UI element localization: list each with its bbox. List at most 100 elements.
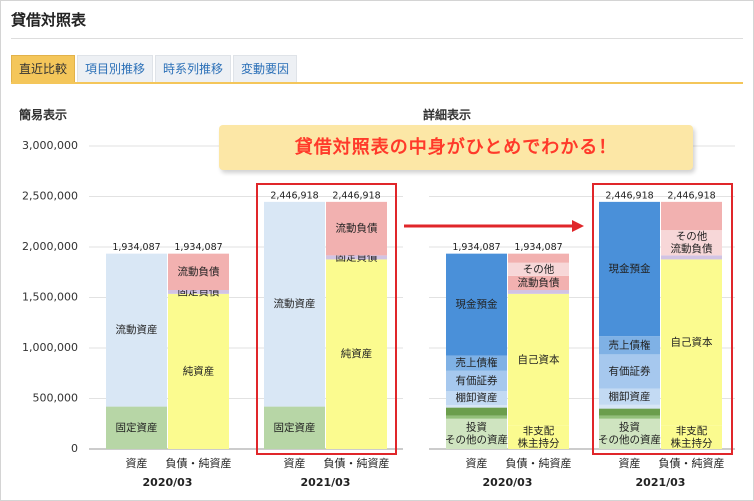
bar-total-label: 1,934,087 <box>452 242 500 253</box>
segment-label: 現金預金 <box>609 262 651 275</box>
bar-segment <box>508 293 569 426</box>
period-label: 2020/03 <box>483 476 533 489</box>
bar-segment <box>446 405 507 408</box>
bar-total-label: 1,934,087 <box>514 242 562 253</box>
bar-total-label: 2,446,918 <box>605 190 653 201</box>
segment-label: 流動負債 <box>178 265 220 278</box>
x-category-label: 負債・純資産 <box>659 456 725 470</box>
bar-total-label: 2,446,918 <box>667 190 715 201</box>
segment-label: 固定資産 <box>116 421 158 434</box>
bar-segment <box>168 293 229 449</box>
period-label: 2021/03 <box>636 476 686 489</box>
title-divider <box>11 38 743 39</box>
highlight-box <box>256 183 397 455</box>
y-tick-label: 1,500,000 <box>22 291 78 304</box>
bar-segment <box>326 259 387 449</box>
bar-segment <box>508 290 569 294</box>
bar-segment <box>446 391 507 406</box>
segment-label: 自己資本 <box>518 353 560 366</box>
bar-segment <box>446 418 507 449</box>
segment-label: その他の資産 <box>598 433 661 446</box>
segment-label: 流動負債 <box>671 242 713 255</box>
y-tick-label: 2,500,000 <box>22 190 78 203</box>
y-tick-label: 500,000 <box>33 392 79 405</box>
period-label: 2020/03 <box>143 476 193 489</box>
y-tick-label: 2,000,000 <box>22 240 78 253</box>
x-category-label: 資産 <box>126 457 148 470</box>
segment-label: 純資産 <box>183 364 215 377</box>
bar-segment <box>661 201 722 231</box>
segment-label: 固定資産 <box>274 421 316 434</box>
bar-segment <box>508 425 569 449</box>
segment-label: 売上債権 <box>456 356 498 369</box>
bar-segment <box>599 415 660 419</box>
callout-banner: 貸借対照表の中身がひとめでわかる！ <box>219 125 693 170</box>
bar-segment <box>106 253 167 407</box>
segment-label: 有価証券 <box>609 365 651 378</box>
segment-label: 自己資本 <box>671 336 713 349</box>
bar-segment <box>446 407 507 416</box>
bar-segment <box>599 404 660 409</box>
bar-segment <box>326 255 387 260</box>
bar-segment <box>446 355 507 371</box>
bar-segment <box>326 201 387 256</box>
bar-segment <box>599 418 660 449</box>
bar-segment <box>446 370 507 392</box>
arrow-head <box>572 220 584 232</box>
segment-label: 現金預金 <box>456 298 498 311</box>
segment-label: その他の資産 <box>445 433 508 446</box>
bar-segment <box>264 201 325 407</box>
segment-label: 有価証券 <box>456 374 498 387</box>
bar-segment <box>106 406 167 449</box>
bar-total-label: 1,934,087 <box>112 242 160 253</box>
y-tick-label: 3,000,000 <box>22 139 78 152</box>
bar-segment <box>264 406 325 449</box>
bar-segment <box>168 290 229 294</box>
segment-label: 流動負債 <box>336 222 378 235</box>
bar-segment <box>446 415 507 419</box>
tab-item-trend[interactable]: 項目別推移 <box>77 55 154 83</box>
segment-label: 流動負債 <box>518 276 560 289</box>
bar-segment <box>508 253 569 263</box>
tab-time-series[interactable]: 時系列推移 <box>155 55 232 83</box>
y-tick-label: 0 <box>71 442 78 455</box>
segment-label: 株主持分 <box>518 437 560 450</box>
page-title: 貸借対照表 <box>11 11 87 29</box>
y-tick-label: 1,000,000 <box>22 341 78 354</box>
tab-underline <box>11 82 743 84</box>
segment-label: 流動資産 <box>274 297 316 310</box>
bar-segment <box>599 388 660 405</box>
x-category-label: 負債・純資産 <box>324 456 390 470</box>
tab-recent-comparison[interactable]: 直近比較 <box>11 55 76 83</box>
period-label: 2021/03 <box>301 476 351 489</box>
bar-segment <box>599 336 660 355</box>
x-category-label: 資産 <box>466 457 488 470</box>
segment-label: 棚卸資産 <box>456 391 498 404</box>
bar-segment <box>661 425 722 449</box>
tab-change-factors[interactable]: 変動要因 <box>233 55 298 83</box>
segment-label: 株主持分 <box>671 437 713 450</box>
section-detail-title: 詳細表示 <box>423 108 472 122</box>
segment-label: 流動資産 <box>116 323 158 336</box>
x-category-label: 資産 <box>284 457 306 470</box>
x-category-label: 負債・純資産 <box>166 456 232 470</box>
bar-segment <box>599 354 660 389</box>
segment-label: 売上債権 <box>609 338 651 351</box>
section-simple-title: 簡易表示 <box>19 108 68 122</box>
bar-total-label: 1,934,087 <box>174 242 222 253</box>
bar-total-label: 2,446,918 <box>270 190 318 201</box>
bar-segment <box>446 253 507 356</box>
bar-segment <box>661 255 722 260</box>
x-category-label: 資産 <box>619 457 641 470</box>
segment-label: 投資 <box>466 421 487 434</box>
bar-segment <box>599 408 660 416</box>
bar-total-label: 2,446,918 <box>332 190 380 201</box>
segment-label: 非支配 <box>523 425 555 437</box>
segment-label: 投資 <box>619 421 640 434</box>
segment-label: 非支配 <box>676 425 708 437</box>
bar-segment <box>661 259 722 426</box>
segment-label: 棚卸資産 <box>609 390 651 403</box>
bar-segment <box>661 230 722 256</box>
highlight-box <box>592 183 733 455</box>
